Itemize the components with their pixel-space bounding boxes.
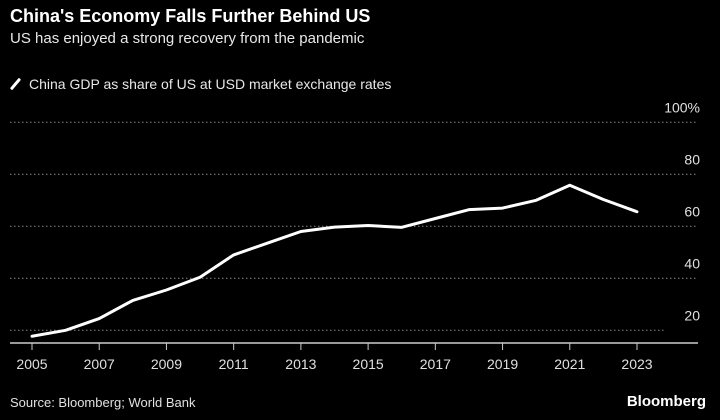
x-tick-label: 2019 <box>487 356 518 372</box>
x-tick-label: 2015 <box>353 356 384 372</box>
y-tick-label: 20 <box>684 307 700 323</box>
bloomberg-logo: Bloomberg <box>626 393 706 410</box>
x-tick-label: 2021 <box>554 356 585 372</box>
legend: China GDP as share of US at USD market e… <box>9 76 392 92</box>
x-tick-label: 2017 <box>420 356 451 372</box>
x-tick-label: 2007 <box>84 356 115 372</box>
x-tick-label: 2005 <box>16 356 47 372</box>
legend-label: China GDP as share of US at USD market e… <box>29 76 392 92</box>
x-tick-label: 2011 <box>219 356 249 372</box>
y-tick-label: 60 <box>684 203 700 219</box>
x-tick-label: 2013 <box>285 356 316 372</box>
y-tick-label: 40 <box>684 255 700 271</box>
y-tick-label: 100% <box>664 99 700 115</box>
chart-subtitle: US has enjoyed a strong recovery from th… <box>10 30 365 47</box>
chart-title: China's Economy Falls Further Behind US <box>10 6 371 26</box>
y-tick-label: 80 <box>684 151 700 167</box>
series-line-china-gdp-share <box>30 183 639 338</box>
source-note: Source: Bloomberg; World Bank <box>10 395 196 410</box>
x-tick-label: 2023 <box>621 356 652 372</box>
x-tick-label: 2009 <box>151 356 182 372</box>
